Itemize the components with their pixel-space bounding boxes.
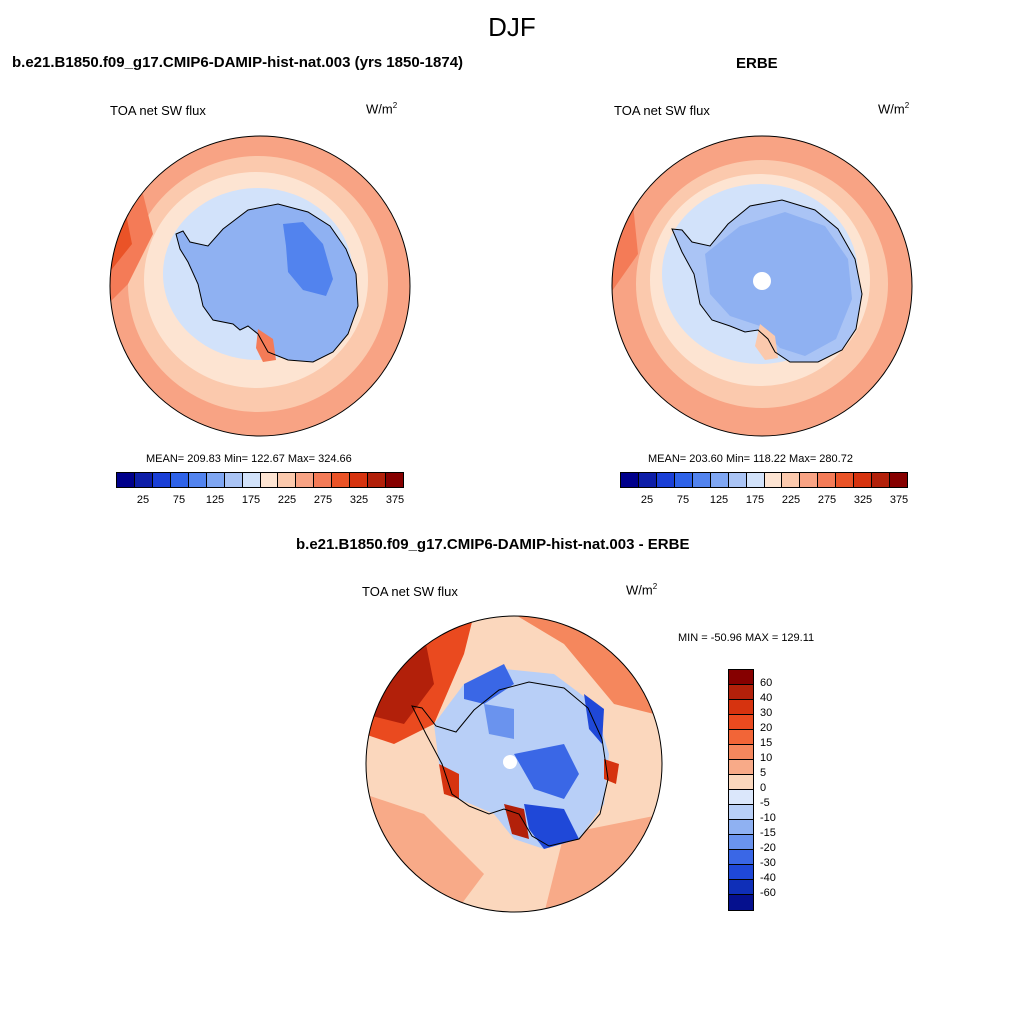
colorbar-swatch: [278, 473, 297, 487]
colorbar-tick-label: 125: [709, 494, 729, 506]
colorbar-tick-label: 325: [853, 494, 873, 506]
colorbar-label: 5: [760, 767, 767, 779]
colorbar-swatch: [818, 473, 837, 487]
colorbar-label: -60: [760, 887, 776, 899]
colorbar-swatch: [729, 775, 753, 790]
colorbar-tick-label: 225: [277, 494, 297, 506]
colorbar-tick-label: 75: [172, 494, 186, 506]
colorbar-swatch: [692, 473, 711, 487]
colorbar-swatch: [224, 473, 243, 487]
colorbar-label: 40: [760, 692, 773, 704]
panel3-colorbar-labels: 60 40 30 20 15 10 5 0 -5 -10 -15 -20 -30 -40 -60: [760, 669, 800, 914]
colorbar-tick-label: 375: [385, 494, 405, 506]
colorbar-label: 0: [760, 782, 767, 794]
colorbar-swatch: [729, 835, 753, 850]
colorbar-swatch: [729, 715, 753, 730]
colorbar-swatch: [764, 473, 783, 487]
colorbar-swatch: [710, 473, 729, 487]
colorbar-tick-label: 25: [640, 494, 654, 506]
panel3-colorbar: [728, 669, 754, 911]
panel1-units: W/m2: [366, 101, 398, 117]
colorbar-label: 10: [760, 752, 773, 764]
panel3-stats: MIN = -50.96 MAX = 129.11: [678, 632, 815, 644]
colorbar-tick-label: 25: [136, 494, 150, 506]
colorbar-label: -30: [760, 857, 776, 869]
colorbar-swatch: [800, 473, 819, 487]
colorbar-swatch: [836, 473, 855, 487]
colorbar-swatch: [350, 473, 369, 487]
colorbar-swatch: [260, 473, 279, 487]
panel1-title: b.e21.B1850.f09_g17.CMIP6-DAMIP-hist-nat…: [12, 54, 464, 71]
panel2-title: ERBE: [736, 55, 778, 72]
colorbar-swatch: [621, 473, 639, 487]
colorbar-swatch: [386, 473, 403, 487]
panel2-variable: TOA net SW flux: [614, 103, 710, 118]
colorbar-tick-label: 75: [676, 494, 690, 506]
colorbar-swatch: [729, 700, 753, 715]
colorbar-swatch: [674, 473, 693, 487]
colorbar-swatch: [729, 850, 753, 865]
colorbar-swatch: [296, 473, 315, 487]
colorbar-swatch: [729, 895, 753, 910]
panel3-variable: TOA net SW flux: [362, 584, 458, 599]
colorbar-label: 20: [760, 722, 773, 734]
colorbar-swatch: [782, 473, 801, 487]
colorbar-tick-label: 325: [349, 494, 369, 506]
colorbar-swatch: [746, 473, 765, 487]
colorbar-swatch: [729, 730, 753, 745]
colorbar-tick-label: 375: [889, 494, 909, 506]
colorbar-swatch: [729, 760, 753, 775]
colorbar-swatch: [170, 473, 189, 487]
colorbar-swatch: [872, 473, 891, 487]
colorbar-swatch: [729, 745, 753, 760]
colorbar-swatch: [242, 473, 261, 487]
panel2-stats: MEAN= 203.60 Min= 118.22 Max= 280.72: [648, 453, 853, 465]
colorbar-tick-label: 125: [205, 494, 225, 506]
colorbar-label: 30: [760, 707, 773, 719]
colorbar-swatch: [854, 473, 873, 487]
panel2-units: W/m2: [878, 101, 910, 117]
colorbar-label: -40: [760, 872, 776, 884]
colorbar-swatch: [729, 805, 753, 820]
colorbar-label: -10: [760, 812, 776, 824]
panel2-colorbar: 25 75 125 175 225 275 325 375: [620, 472, 908, 508]
colorbar-label: -5: [760, 797, 770, 809]
panel1-variable: TOA net SW flux: [110, 103, 206, 118]
colorbar-swatch: [134, 473, 153, 487]
panel2-polar-map: [611, 135, 913, 437]
colorbar-swatch: [368, 473, 387, 487]
colorbar-swatch: [332, 473, 351, 487]
colorbar-tick-label: 275: [817, 494, 837, 506]
panel1-colorbar: 25 75 125 175 225 275 325 375: [116, 472, 404, 508]
colorbar-swatch: [206, 473, 225, 487]
panel3-title: b.e21.B1850.f09_g17.CMIP6-DAMIP-hist-nat…: [296, 536, 690, 553]
colorbar-swatch: [188, 473, 207, 487]
colorbar-swatch: [638, 473, 657, 487]
colorbar-swatch: [729, 820, 753, 835]
colorbar-swatch: [152, 473, 171, 487]
panel3-polar-map: [365, 615, 663, 913]
panel1-polar-map: [109, 135, 411, 437]
colorbar-label: 60: [760, 677, 773, 689]
colorbar-label: 15: [760, 737, 773, 749]
colorbar-swatch: [729, 685, 753, 700]
colorbar-tick-label: 275: [313, 494, 333, 506]
colorbar-swatch: [729, 880, 753, 895]
main-title: DJF: [488, 12, 536, 42]
colorbar-swatch: [729, 670, 753, 685]
colorbar-label: -20: [760, 842, 776, 854]
colorbar-swatch: [890, 473, 907, 487]
panel3-units: W/m2: [626, 582, 658, 598]
colorbar-tick-label: 175: [241, 494, 261, 506]
colorbar-swatch: [728, 473, 747, 487]
colorbar-swatch: [314, 473, 333, 487]
colorbar-tick-label: 175: [745, 494, 765, 506]
panel1-stats: MEAN= 209.83 Min= 122.67 Max= 324.66: [146, 453, 352, 465]
colorbar-swatch: [656, 473, 675, 487]
colorbar-label: -15: [760, 827, 776, 839]
colorbar-tick-label: 225: [781, 494, 801, 506]
colorbar-swatch: [117, 473, 135, 487]
colorbar-swatch: [729, 790, 753, 805]
colorbar-swatch: [729, 865, 753, 880]
